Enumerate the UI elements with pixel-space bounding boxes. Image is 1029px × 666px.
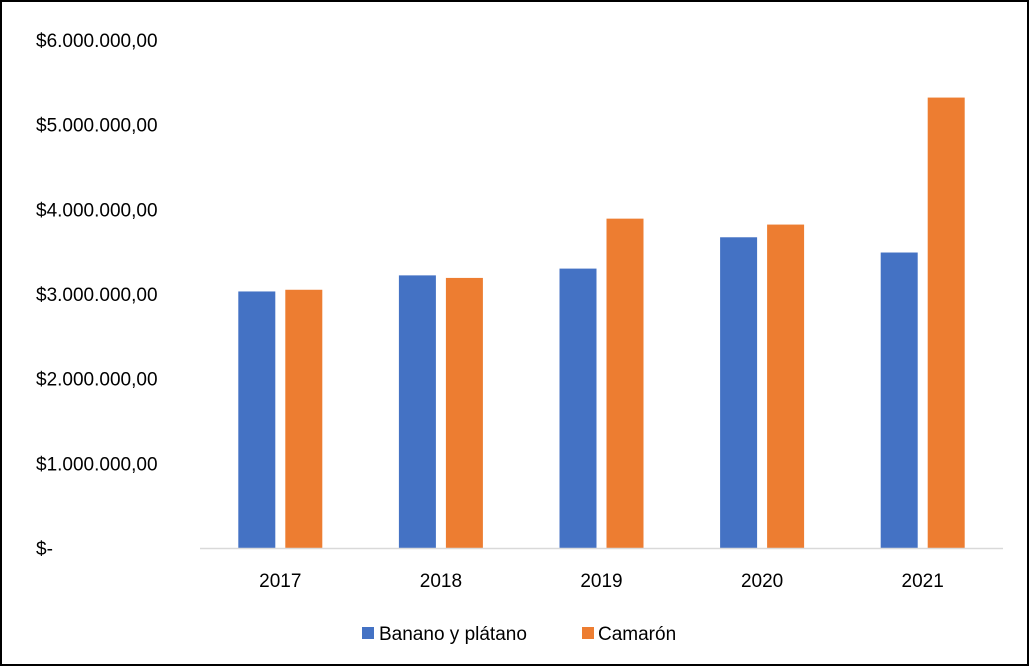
x-tick-label-2020: 2020	[741, 571, 783, 592]
x-tick-label-2021: 2021	[902, 571, 944, 592]
bar-camaron-2020	[767, 224, 805, 548]
x-tick-label-2018: 2018	[420, 571, 462, 592]
legend-label-camaron: Camarón	[598, 624, 676, 645]
bar-banano-2020	[720, 237, 758, 549]
legend-swatch-banano	[362, 627, 374, 639]
bar-banano-2018	[398, 275, 436, 548]
bar-camaron-2018	[445, 277, 483, 548]
bar-camaron-2021	[927, 97, 965, 548]
y-tick-label: $6.000.000,00	[36, 31, 158, 52]
legend-swatch-camaron	[582, 627, 594, 639]
bar-banano-2021	[880, 252, 918, 548]
bar-banano-2017	[238, 291, 276, 548]
bar-camaron-2019	[606, 218, 644, 548]
y-tick-label: $4.000.000,00	[36, 200, 158, 221]
y-tick-label: $1.000.000,00	[36, 454, 158, 475]
bar-banano-2019	[559, 268, 597, 548]
y-tick-label: $5.000.000,00	[36, 116, 158, 137]
legend: Banano y plátano Camarón	[362, 624, 676, 645]
x-tick-label-2017: 2017	[259, 571, 301, 592]
y-tick-label: $-	[36, 539, 53, 560]
y-tick-label: $3.000.000,00	[36, 285, 158, 306]
bar-camaron-2017	[285, 289, 323, 548]
x-tick-label-2019: 2019	[580, 571, 622, 592]
legend-label-banano: Banano y plátano	[379, 624, 527, 645]
y-tick-label: $2.000.000,00	[36, 370, 158, 391]
bars	[238, 97, 965, 549]
x-axis-ticks: 2017 2018 2019 2020 2021	[259, 571, 944, 592]
y-axis-ticks: $- $1.000.000,00 $2.000.000,00 $3.000.000,0…	[36, 31, 158, 560]
